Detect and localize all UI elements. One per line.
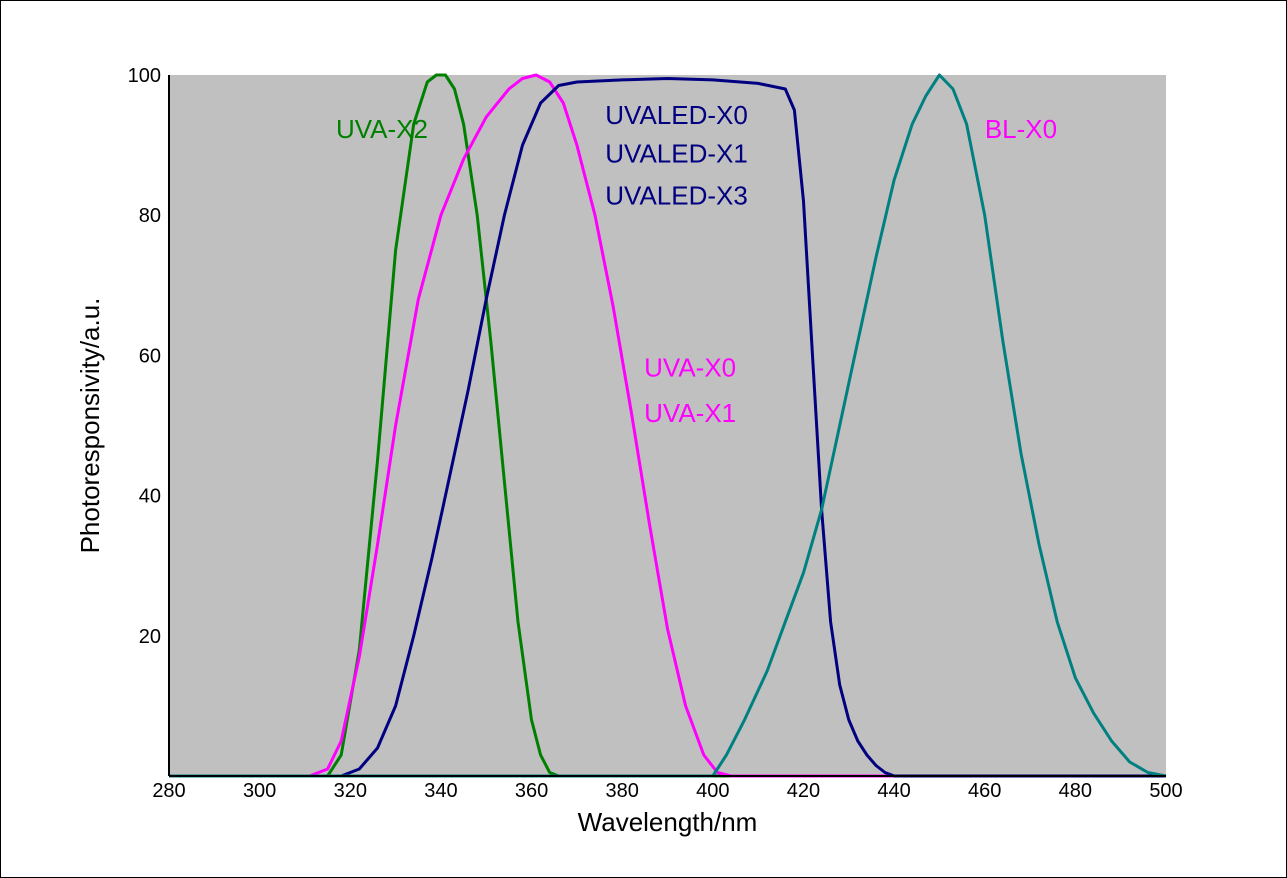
x-tick-label: 480 (1059, 780, 1092, 802)
y-tick-label: 80 (139, 205, 161, 227)
series-line-3 (169, 73, 1167, 778)
series-annotation: UVA-X2 (336, 114, 428, 144)
x-tick-labels: 280 300 320 340 360 380 400 420 440 460 480 500 (152, 780, 1182, 802)
x-tick-label: 460 (968, 780, 1001, 802)
x-axis-title: Wavelength/nm (578, 807, 758, 837)
y-axis-title: Photoresponsivity/a.u. (75, 298, 105, 554)
y-tick-label: 60 (139, 345, 161, 367)
y-tick-label: 100 (128, 65, 161, 87)
x-tick-label: 400 (696, 780, 729, 802)
x-tick-label: 280 (152, 780, 185, 802)
series-annotation: UVALED-X1 (605, 139, 748, 169)
x-tick-label: 440 (877, 780, 910, 802)
series-line-1 (169, 73, 1166, 778)
series-annotations: UVA-X2 UVALED-X0 UVALED-X1 UVALED-X3 UVA-X0 U… (336, 100, 1057, 428)
x-tick-label: 340 (424, 780, 457, 802)
x-tick-label: 300 (243, 780, 276, 802)
series-annotation: UVALED-X0 (605, 100, 748, 130)
x-tick-label: 320 (334, 780, 367, 802)
x-tick-label: 500 (1149, 780, 1182, 802)
x-tick-label: 380 (605, 780, 638, 802)
series-line-2 (169, 77, 1166, 778)
series-line-0 (169, 73, 1166, 778)
series-layer (169, 73, 1167, 778)
y-tick-label: 20 (139, 626, 161, 648)
plot-area (169, 75, 1166, 776)
series-annotation: UVA-X0 (644, 352, 736, 382)
y-tick-label: 40 (139, 486, 161, 508)
series-annotation: UVALED-X3 (605, 181, 748, 211)
series-annotation: UVA-X1 (644, 398, 736, 428)
y-tick-labels: 20 40 60 80 100 (128, 65, 161, 648)
series-annotation: BL-X0 (985, 114, 1057, 144)
x-tick-label: 420 (787, 780, 820, 802)
x-tick-label: 360 (515, 780, 548, 802)
